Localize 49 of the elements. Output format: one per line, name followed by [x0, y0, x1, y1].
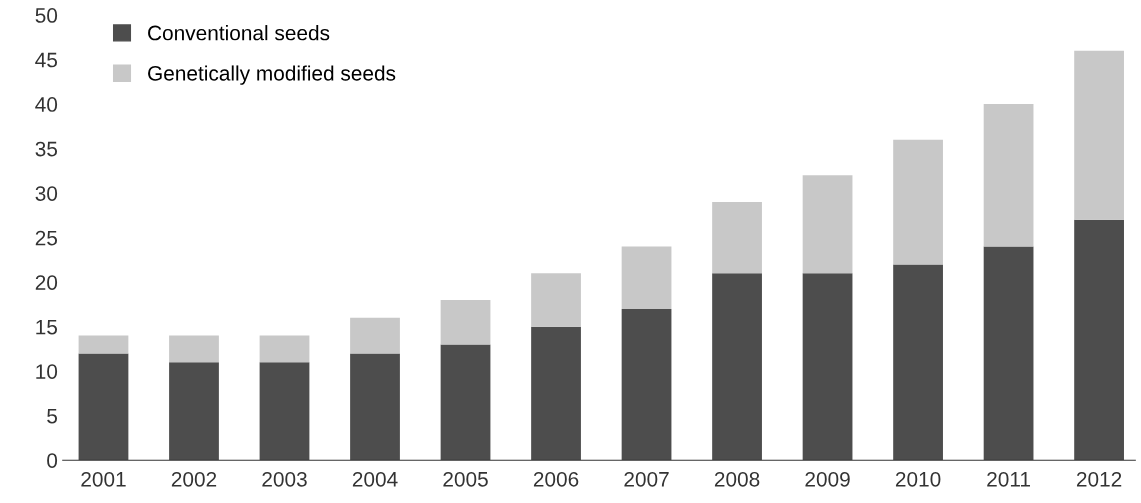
bar: [1074, 219, 1124, 461]
bar: [983, 104, 1034, 247]
bar: [893, 139, 943, 265]
bar: [712, 202, 762, 274]
x-tick-label: 2007: [624, 471, 669, 487]
legend-label: Genetically modified seeds: [148, 65, 396, 85]
y-tick-label: 50: [35, 8, 58, 23]
y-tick-label: 35: [35, 141, 58, 157]
bar: [621, 246, 672, 309]
bar: [440, 344, 491, 461]
y-tick-label: 10: [36, 364, 58, 379]
y-tick-label: 0: [47, 453, 58, 468]
x-tick-label: 2006: [533, 471, 579, 487]
x-tick-label: 2005: [443, 471, 488, 487]
y-tick-label: 5: [47, 408, 58, 424]
x-tick-label: 2001: [81, 471, 126, 487]
x-tick-label: 2012: [1076, 471, 1122, 487]
bar: [802, 175, 853, 274]
bar: [169, 335, 219, 363]
y-tick-label: 40: [35, 97, 58, 112]
x-tick-label: 2009: [805, 471, 850, 487]
y-tick-label: 25: [35, 230, 58, 246]
bar: [78, 353, 129, 461]
bar: [78, 335, 129, 354]
bar: [169, 362, 219, 461]
x-tick-label: 2008: [714, 471, 760, 487]
bar: [1074, 50, 1124, 220]
bar: [259, 362, 310, 461]
x-tick-label: 2002: [171, 471, 217, 487]
x-tick-label: 2011: [987, 471, 1030, 487]
y-tick-label: 20: [35, 275, 58, 290]
y-tick-label: 15: [36, 319, 58, 335]
bar: [802, 273, 853, 461]
bar: [350, 317, 400, 354]
bar: [712, 273, 762, 461]
y-tick-label: 45: [35, 52, 58, 68]
x-tick-label: 2004: [352, 471, 398, 487]
x-tick-label: 2003: [262, 471, 307, 487]
bar: [440, 299, 491, 345]
x-tick-label: 2010: [895, 471, 941, 487]
y-tick-label: 30: [35, 186, 58, 201]
bar: [983, 246, 1034, 461]
bar: [259, 335, 310, 363]
bar: [621, 308, 672, 461]
bar: [893, 264, 943, 461]
bar: [531, 273, 581, 327]
bar: [531, 326, 581, 461]
legend-label: Conventional seeds: [148, 25, 330, 41]
bar: [350, 353, 400, 461]
